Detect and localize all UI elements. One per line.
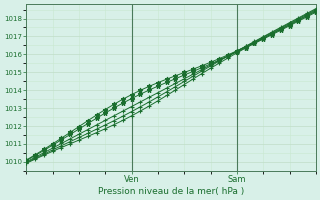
X-axis label: Pression niveau de la mer( hPa ): Pression niveau de la mer( hPa ) [98,187,244,196]
